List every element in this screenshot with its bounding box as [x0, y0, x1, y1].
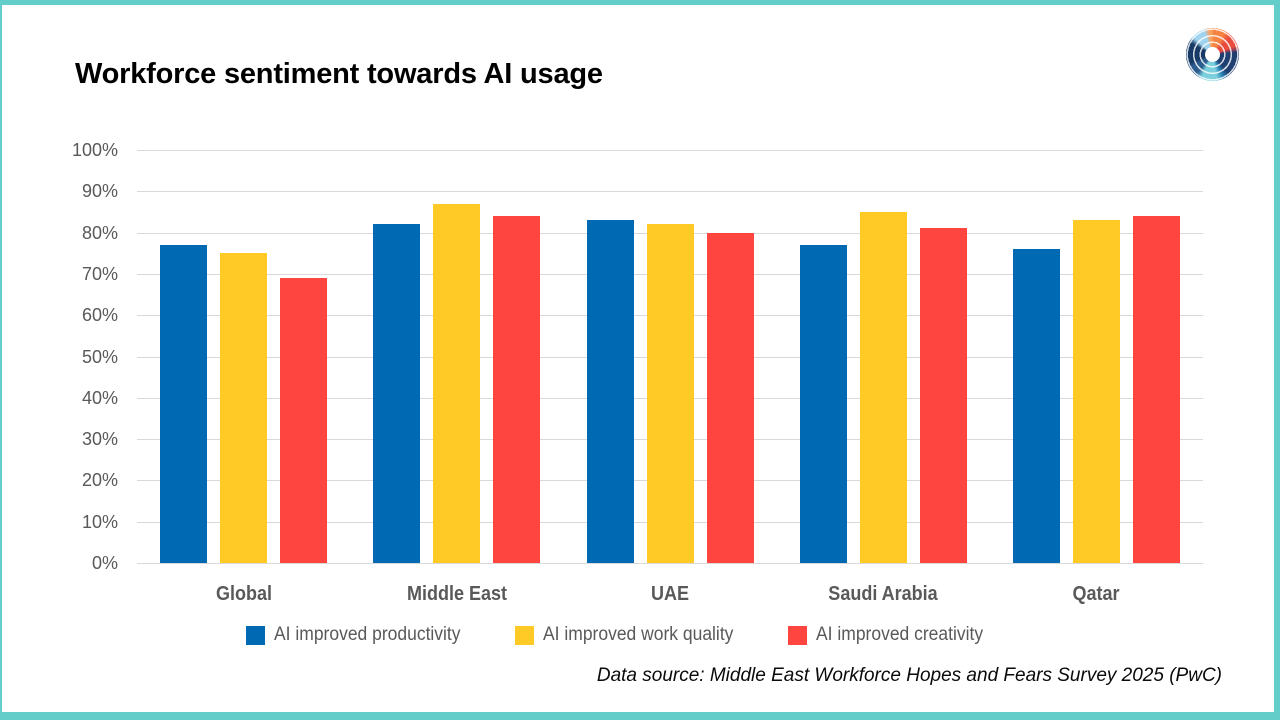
legend-item-0: AI improved productivity [246, 624, 477, 646]
legend-swatch-icon [514, 625, 534, 645]
gridline [137, 150, 1203, 151]
y-axis-tick-label: 90% [81, 181, 118, 202]
bar-qatar-series-0 [1012, 249, 1060, 563]
bar-saudi-arabia-series-0 [799, 244, 847, 563]
y-axis-tick-label: 60% [81, 305, 118, 326]
bar-qatar-series-2 [1132, 216, 1180, 563]
y-axis-tick-label: 20% [81, 470, 118, 491]
x-axis-category-label: Qatar [1072, 583, 1120, 605]
legend-label: AI improved productivity [274, 624, 461, 645]
x-axis-category-label: Saudi Arabia [828, 583, 938, 605]
bar-global-series-0 [160, 244, 208, 563]
legend-swatch-icon [787, 625, 807, 645]
legend-label: AI improved creativity [815, 624, 983, 645]
y-axis-tick-label: 30% [81, 429, 118, 450]
y-axis-tick-label: 70% [81, 263, 118, 284]
bar-middle-east-series-2 [493, 216, 541, 563]
y-axis-tick-label: 40% [81, 387, 118, 408]
y-axis-tick-label: 0% [91, 553, 118, 573]
bar-middle-east-series-1 [433, 203, 481, 563]
bar-global-series-2 [280, 278, 328, 563]
y-axis-tick-label: 50% [81, 346, 118, 367]
bar-global-series-1 [220, 253, 268, 563]
x-axis-category-label: Global [215, 583, 272, 605]
bar-qatar-series-1 [1072, 220, 1120, 563]
y-axis-tick-label: 10% [81, 511, 118, 532]
x-axis-category-label: UAE [650, 583, 689, 605]
pwc-swirl-logo-icon [1186, 28, 1239, 81]
legend-label: AI improved work quality [542, 624, 734, 645]
bar-uae-series-1 [646, 224, 694, 563]
gridline [137, 563, 1203, 564]
gridline [137, 191, 1203, 193]
bar-saudi-arabia-series-2 [919, 228, 967, 563]
bar-uae-series-0 [586, 220, 634, 563]
y-axis-tick-label: 100% [71, 140, 118, 160]
bar-uae-series-2 [706, 232, 754, 563]
bar-saudi-arabia-series-1 [859, 211, 907, 563]
data-source-note: Data source: Middle East Workforce Hopes… [596, 665, 1222, 686]
y-axis-tick-label: 80% [81, 222, 118, 243]
chart-title: Workforce sentiment towards AI usage [75, 58, 603, 90]
legend-swatch-icon [246, 625, 265, 645]
legend-item-1: AI improved work quality [514, 624, 750, 646]
chart-legend: AI improved productivity AI improved work… [246, 624, 997, 646]
bar-middle-east-series-0 [373, 224, 421, 563]
legend-item-2: AI improved creativity [787, 624, 998, 646]
x-axis-category-label: Middle East [406, 583, 507, 605]
